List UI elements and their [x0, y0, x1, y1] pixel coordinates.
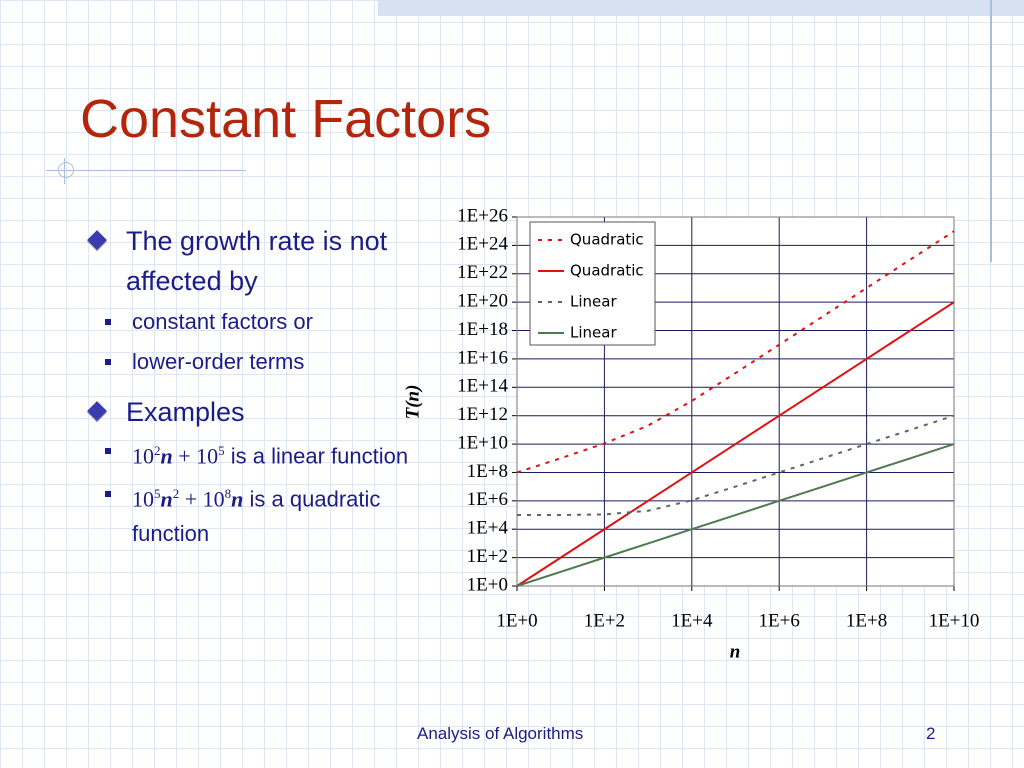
decor-bar	[378, 0, 1024, 16]
formula: 5	[218, 443, 225, 458]
x-tick-label: 1E+10	[929, 610, 980, 631]
y-tick-label: 1E+10	[457, 432, 508, 453]
sub-bullet: lower-order terms	[50, 345, 418, 379]
y-axis-label: T(n)	[402, 385, 423, 420]
decor-line	[64, 158, 65, 184]
x-axis-label: n	[730, 641, 741, 662]
formula: 5	[154, 486, 161, 502]
formula: 10	[132, 443, 154, 469]
formula: n	[231, 486, 244, 512]
sub-bullet-text: constant factors or	[132, 309, 313, 334]
plot-border	[516, 216, 955, 587]
sub-bullet-text: is a linear function	[224, 443, 409, 469]
formula: n	[160, 443, 173, 469]
series-line	[516, 301, 955, 587]
series-line	[516, 443, 955, 587]
formula: n	[160, 486, 173, 512]
legend-box	[529, 221, 656, 346]
decor-rule	[46, 170, 246, 171]
sub-bullet: 102n + 105 is a linear function	[50, 434, 418, 473]
y-tick-label: 1E+0	[467, 574, 508, 595]
legend-label: Quadratic	[570, 231, 644, 249]
decor-ring	[58, 162, 74, 178]
sub-bullet: 105n2 + 108n is a quadratic function	[50, 477, 418, 550]
legend-label: Quadratic	[570, 262, 644, 280]
x-tick-label: 1E+6	[759, 610, 800, 631]
sub-bullet-text: lower-order terms	[132, 349, 305, 374]
formula: 8	[224, 486, 232, 502]
y-tick-label: 1E+26	[457, 205, 508, 226]
y-tick-label: 1E+8	[467, 461, 508, 482]
y-tick-label: 1E+2	[467, 546, 508, 567]
y-tick-label: 1E+6	[467, 489, 508, 510]
x-tick-label: 1E+2	[584, 610, 625, 631]
legend: Quadratic Quadratic Linear Linear	[529, 221, 656, 346]
sub-bullet: constant factors or	[50, 305, 418, 339]
y-tick-label: 1E+4	[467, 518, 509, 539]
y-tick-label: 1E+20	[457, 291, 508, 312]
x-tick-label: 1E+4	[671, 610, 713, 631]
legend-label: Linear	[570, 293, 617, 311]
y-tick-label: 1E+24	[457, 234, 508, 255]
y-tick-label: 1E+18	[457, 319, 508, 340]
bullet-text: The growth rate is not affected by	[126, 226, 388, 296]
series-line	[516, 414, 955, 517]
formula: 2	[172, 486, 180, 502]
legend-label: Linear	[570, 324, 617, 342]
formula: 10	[132, 486, 154, 512]
formula: + 10	[172, 443, 219, 469]
page-number: 2	[926, 724, 936, 743]
formula: 2	[154, 443, 161, 458]
footer: Analysis of Algorithms	[417, 724, 584, 743]
y-tick-label: 1E+12	[457, 404, 508, 425]
bullet-text: Examples	[126, 397, 245, 427]
decor-line	[990, 0, 992, 262]
y-tick-label: 1E+16	[457, 347, 508, 368]
bullet: The growth rate is not affected by const…	[88, 221, 418, 379]
x-tick-label: 1E+8	[846, 610, 887, 631]
x-tick-label: 1E+0	[496, 610, 537, 631]
series-line	[516, 230, 955, 474]
bullet: Examples 102n + 105 is a linear function…	[88, 392, 418, 551]
formula: + 10	[179, 486, 225, 512]
y-tick-label: 1E+14	[457, 376, 508, 397]
y-tick-label: 1E+22	[457, 262, 508, 283]
sub-bullet-text: is a quadratic function	[132, 486, 381, 546]
slide-title: Constant Factors	[80, 89, 492, 149]
